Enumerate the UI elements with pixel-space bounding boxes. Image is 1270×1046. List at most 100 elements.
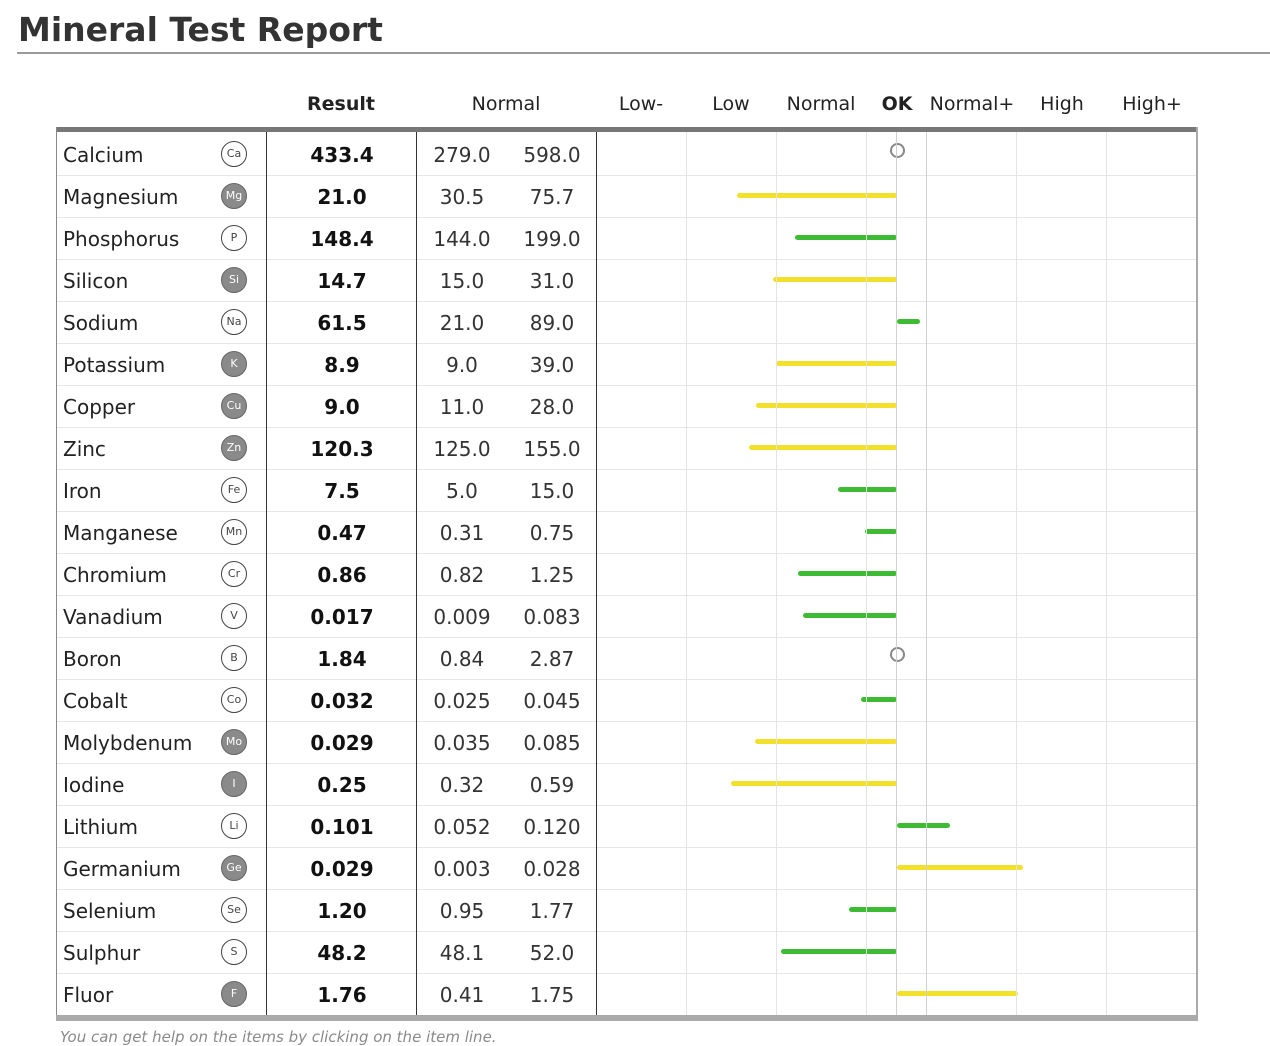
normal-high-value: 15.0 bbox=[529, 479, 575, 503]
element-symbol-icon: Ge bbox=[221, 855, 247, 881]
normal-low-value: 0.41 bbox=[439, 983, 485, 1007]
table-row[interactable]: Potassium K 8.9 9.0 39.0 bbox=[57, 343, 1196, 386]
header-scale-high-plus: High+ bbox=[1122, 93, 1182, 115]
normal-low-value: 11.0 bbox=[439, 395, 485, 419]
normal-high-value: 39.0 bbox=[529, 353, 575, 377]
normal-low-value: 0.052 bbox=[433, 815, 491, 839]
mineral-name: Manganese bbox=[63, 521, 178, 545]
table-row[interactable]: Chromium Cr 0.86 0.82 1.25 bbox=[57, 553, 1196, 596]
normal-low-value: 125.0 bbox=[433, 437, 491, 461]
normal-low-value: 21.0 bbox=[439, 311, 485, 335]
scale-ok-line-left bbox=[896, 132, 897, 1015]
mineral-name: Sodium bbox=[63, 311, 139, 335]
normal-high-value: 0.120 bbox=[523, 815, 581, 839]
table-row[interactable]: Phosphorus P 148.4 144.0 199.0 bbox=[57, 217, 1196, 260]
mineral-name: Phosphorus bbox=[63, 227, 180, 251]
table-row[interactable]: Fluor F 1.76 0.41 1.75 bbox=[57, 973, 1196, 1016]
normal-high-value: 2.87 bbox=[529, 647, 575, 671]
element-symbol-icon: S bbox=[221, 939, 247, 965]
mineral-name: Selenium bbox=[63, 899, 157, 923]
normal-low-value: 9.0 bbox=[446, 353, 478, 377]
normal-high-value: 0.083 bbox=[523, 605, 581, 629]
result-value: 61.5 bbox=[317, 311, 367, 335]
deviation-bar bbox=[772, 277, 897, 282]
element-symbol-icon: K bbox=[221, 351, 247, 377]
normal-low-value: 0.84 bbox=[439, 647, 485, 671]
normal-low-value: 5.0 bbox=[446, 479, 478, 503]
normal-high-value: 0.045 bbox=[523, 689, 581, 713]
table-row[interactable]: Manganese Mn 0.47 0.31 0.75 bbox=[57, 511, 1196, 554]
normal-high-value: 155.0 bbox=[523, 437, 581, 461]
normal-low-value: 0.95 bbox=[439, 899, 485, 923]
column-divider-result bbox=[266, 132, 267, 1015]
header-result: Result bbox=[307, 93, 375, 115]
element-symbol-icon: B bbox=[221, 645, 247, 671]
table-row[interactable]: Sodium Na 61.5 21.0 89.0 bbox=[57, 301, 1196, 344]
table-row[interactable]: Silicon Si 14.7 15.0 31.0 bbox=[57, 259, 1196, 302]
normal-low-value: 15.0 bbox=[439, 269, 485, 293]
normal-high-value: 0.59 bbox=[529, 773, 575, 797]
help-footnote: You can get help on the items by clickin… bbox=[60, 1028, 497, 1046]
deviation-bar bbox=[864, 529, 897, 534]
result-value: 148.4 bbox=[310, 227, 374, 251]
element-symbol-icon: Si bbox=[221, 267, 247, 293]
normal-low-value: 30.5 bbox=[439, 185, 485, 209]
normal-high-value: 0.085 bbox=[523, 731, 581, 755]
normal-high-value: 1.25 bbox=[529, 563, 575, 587]
table-row[interactable]: Copper Cu 9.0 11.0 28.0 bbox=[57, 385, 1196, 428]
result-value: 0.25 bbox=[317, 773, 367, 797]
deviation-bar bbox=[837, 487, 897, 492]
deviation-bar bbox=[749, 445, 897, 450]
deviation-bar bbox=[780, 949, 897, 954]
mineral-name: Chromium bbox=[63, 563, 167, 587]
table-row[interactable]: Vanadium V 0.017 0.009 0.083 bbox=[57, 595, 1196, 638]
table-row[interactable]: Sulphur S 48.2 48.1 52.0 bbox=[57, 931, 1196, 974]
table-row[interactable]: Magnesium Mg 21.0 30.5 75.7 bbox=[57, 175, 1196, 218]
element-symbol-icon: Mn bbox=[221, 519, 247, 545]
normal-low-value: 0.003 bbox=[433, 857, 491, 881]
element-symbol-icon: Fe bbox=[221, 477, 247, 503]
mineral-name: Vanadium bbox=[63, 605, 163, 629]
normal-high-value: 52.0 bbox=[529, 941, 575, 965]
result-value: 7.5 bbox=[324, 479, 360, 503]
deviation-bar bbox=[736, 193, 897, 198]
result-value: 14.7 bbox=[317, 269, 367, 293]
table-row[interactable]: Boron B 1.84 0.84 2.87 bbox=[57, 637, 1196, 680]
mineral-name: Sulphur bbox=[63, 941, 141, 965]
column-divider-scale bbox=[596, 132, 597, 1015]
element-symbol-icon: Mo bbox=[221, 729, 247, 755]
table-top-border bbox=[56, 127, 1198, 132]
table-row[interactable]: Iodine I 0.25 0.32 0.59 bbox=[57, 763, 1196, 806]
result-value: 48.2 bbox=[317, 941, 367, 965]
deviation-bar bbox=[897, 991, 1018, 996]
result-value: 1.20 bbox=[317, 899, 367, 923]
table-row[interactable]: Iron Fe 7.5 5.0 15.0 bbox=[57, 469, 1196, 512]
result-value: 1.84 bbox=[317, 647, 367, 671]
deviation-bar bbox=[849, 907, 897, 912]
table-row[interactable]: Lithium Li 0.101 0.052 0.120 bbox=[57, 805, 1196, 848]
table-bottom-border bbox=[56, 1015, 1198, 1021]
table-row[interactable]: Cobalt Co 0.032 0.025 0.045 bbox=[57, 679, 1196, 722]
element-symbol-icon: Zn bbox=[221, 435, 247, 461]
table-row[interactable]: Calcium Ca 433.4 279.0 598.0 bbox=[57, 133, 1196, 176]
normal-low-value: 0.025 bbox=[433, 689, 491, 713]
mineral-name: Fluor bbox=[63, 983, 114, 1007]
table-row[interactable]: Zinc Zn 120.3 125.0 155.0 bbox=[57, 427, 1196, 470]
table-row[interactable]: Molybdenum Mo 0.029 0.035 0.085 bbox=[57, 721, 1196, 764]
table-row[interactable]: Selenium Se 1.20 0.95 1.77 bbox=[57, 889, 1196, 932]
element-symbol-icon: Co bbox=[221, 687, 247, 713]
normal-high-value: 1.77 bbox=[529, 899, 575, 923]
table-row[interactable]: Germanium Ge 0.029 0.003 0.028 bbox=[57, 847, 1196, 890]
deviation-bar bbox=[731, 781, 897, 786]
element-symbol-icon: P bbox=[221, 225, 247, 251]
deviation-bar bbox=[755, 403, 897, 408]
mineral-name: Silicon bbox=[63, 269, 129, 293]
title-divider bbox=[17, 52, 1270, 54]
table-left-border bbox=[56, 127, 57, 1017]
element-symbol-icon: V bbox=[221, 603, 247, 629]
result-value: 0.032 bbox=[310, 689, 374, 713]
header-scale-ok: OK bbox=[881, 93, 913, 115]
scale-gridline bbox=[866, 132, 867, 1015]
element-symbol-icon: Ca bbox=[221, 141, 247, 167]
deviation-bar bbox=[861, 697, 897, 702]
